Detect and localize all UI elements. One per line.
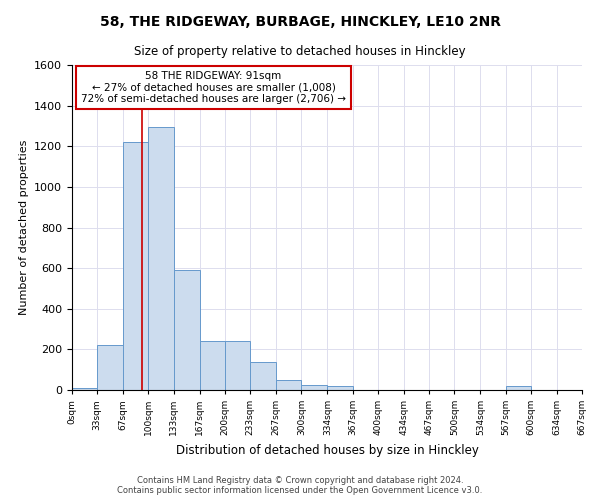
Text: Contains HM Land Registry data © Crown copyright and database right 2024.
Contai: Contains HM Land Registry data © Crown c… [118, 476, 482, 495]
Bar [328, 386, 353, 390]
Text: 58, THE RIDGEWAY, BURBAGE, HINCKLEY, LE10 2NR: 58, THE RIDGEWAY, BURBAGE, HINCKLEY, LE1… [100, 15, 500, 29]
Bar [276, 380, 301, 390]
Bar [97, 346, 123, 390]
Text: Size of property relative to detached houses in Hinckley: Size of property relative to detached ho… [134, 45, 466, 58]
Bar [123, 142, 148, 390]
Bar [225, 341, 250, 390]
Bar [301, 385, 328, 390]
Bar [148, 127, 173, 390]
Bar [200, 341, 225, 390]
Bar [72, 388, 97, 390]
Text: 58 THE RIDGEWAY: 91sqm
← 27% of detached houses are smaller (1,008)
72% of semi-: 58 THE RIDGEWAY: 91sqm ← 27% of detached… [81, 70, 346, 104]
Bar [250, 362, 276, 390]
X-axis label: Distribution of detached houses by size in Hinckley: Distribution of detached houses by size … [176, 444, 478, 456]
Bar [506, 386, 531, 390]
Bar [173, 270, 200, 390]
Y-axis label: Number of detached properties: Number of detached properties [19, 140, 29, 315]
